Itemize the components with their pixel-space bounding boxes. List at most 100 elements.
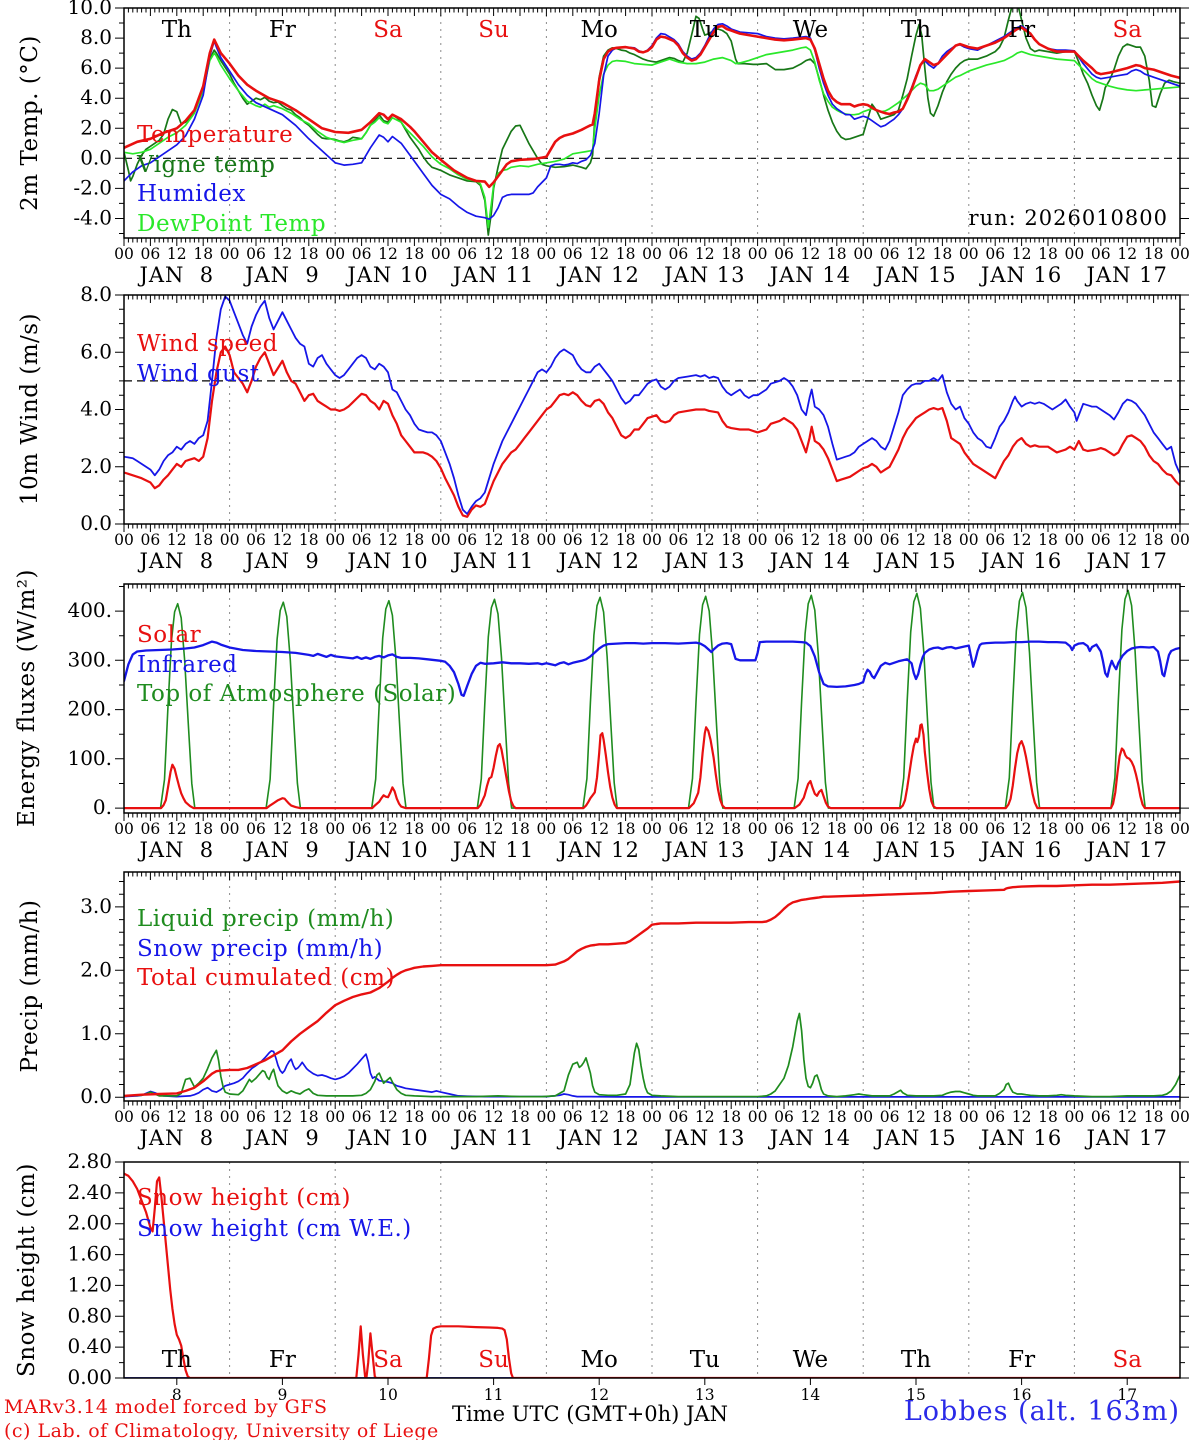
hour-tick-label: 06	[774, 820, 794, 838]
legend-snow-height-we: Snow height (cm W.E.)	[137, 1216, 412, 1242]
hour-tick-label: 12	[378, 820, 398, 838]
hour-tick-label: 12	[273, 1108, 293, 1126]
hour-tick-label: 06	[246, 820, 266, 838]
hour-tick-label: 00	[959, 531, 979, 549]
hour-tick-label: 00	[748, 820, 768, 838]
y-tick-label: 0.0	[80, 511, 112, 535]
day-label: JAN 16	[979, 549, 1062, 573]
hour-tick-label: 06	[1091, 820, 1111, 838]
hour-tick-label: 00	[642, 1108, 662, 1126]
hour-tick-label: 00	[537, 245, 557, 263]
run-label: run: 2026010800	[968, 206, 1168, 230]
hour-tick-label: 06	[774, 531, 794, 549]
panel-snowheight: 0.00 0.40 0.80 1.20 1.60 2.00 2.40 2.80 8 9 10 11 12…	[67, 1149, 1189, 1404]
hour-tick-label: 18	[1144, 820, 1164, 838]
weekday-label: Su	[478, 1347, 509, 1373]
hour-tick-label: 12	[1117, 820, 1137, 838]
y-tick-label: 8.0	[80, 25, 112, 49]
day-label: JAN 13	[662, 838, 745, 862]
hour-tick-label: 06	[669, 245, 689, 263]
hour-tick-label: 00	[748, 1108, 768, 1126]
day-label: JAN 17	[1085, 838, 1168, 862]
hour-tick-label: 00	[114, 531, 134, 549]
hour-tick-label: 12	[1012, 531, 1032, 549]
hour-tick-label: 06	[457, 1108, 477, 1126]
hour-tick-label: 12	[801, 820, 821, 838]
day-label: JAN 12	[557, 549, 640, 573]
hour-tick-label: 00	[431, 1108, 451, 1126]
hour-tick-label: 06	[880, 245, 900, 263]
series-liquid-precip	[124, 1012, 1180, 1098]
hour-tick-label: 00	[642, 820, 662, 838]
weekday-label: Th	[162, 17, 192, 43]
hour-tick-label: 12	[589, 245, 609, 263]
x-axis-title: Time UTC (GMT+0h) JAN	[452, 1402, 728, 1426]
y-tick-label: 0.80	[67, 1303, 112, 1327]
day-label: JAN 14	[768, 263, 851, 287]
hour-tick-label: 00	[853, 820, 873, 838]
hour-tick-label: 00	[325, 245, 345, 263]
series-wind-speed	[124, 345, 1180, 518]
hour-tick-label: 12	[378, 531, 398, 549]
legend-precip-panel: Liquid precip (mm/h) Snow precip (mm/h) …	[137, 905, 395, 994]
y-tick-label: 2.40	[67, 1180, 112, 1204]
series-dewpoint-temp	[124, 46, 1180, 229]
hour-tick-label: 06	[352, 1108, 372, 1126]
hour-tick-label: 00	[325, 820, 345, 838]
weekday-label: Tu	[690, 17, 720, 43]
hour-tick-label: 00	[1170, 820, 1190, 838]
panel-energy: 0. 100. 200. 300. 400. 00 06 12 18 00 06 12 18 00 06 12…	[67, 583, 1190, 862]
hour-tick-label: 18	[405, 245, 425, 263]
y-tick-label: 0.40	[67, 1334, 112, 1358]
series-total-cumulated	[124, 880, 1180, 1098]
hour-tick-label: 18	[827, 531, 847, 549]
day-label: JAN 10	[345, 1126, 428, 1150]
hour-tick-label: 00	[1065, 820, 1085, 838]
day-label: JAN 16	[979, 263, 1062, 287]
y-tick-label: 2.00	[67, 1211, 112, 1235]
legend-solar: Solar	[137, 622, 202, 648]
hour-tick-label: 06	[985, 245, 1005, 263]
hour-tick-label: 06	[669, 531, 689, 549]
y-tick-label: 300.	[67, 647, 112, 671]
y-tick-label: 0.00	[67, 1365, 112, 1389]
day-label: JAN 8	[137, 1126, 214, 1150]
hour-tick-label: 06	[669, 820, 689, 838]
series-solar	[124, 723, 1180, 810]
day-label: JAN 14	[768, 549, 851, 573]
day-label: JAN 9	[243, 263, 320, 287]
panel-frame	[123, 294, 1181, 525]
hour-tick-label: 18	[827, 1108, 847, 1126]
hour-tick-label: 00	[959, 245, 979, 263]
y-tick-label: 400.	[67, 598, 112, 622]
series-vigne-temp	[124, 8, 1180, 236]
y-axis-title-wind: 10m Wind (m/s)	[17, 312, 43, 506]
hour-tick-label: 18	[193, 531, 213, 549]
legend-wind-gust: Wind gust	[137, 360, 260, 387]
y-tick-label: 10.0	[67, 0, 112, 19]
hour-tick-label: 12	[273, 820, 293, 838]
hour-tick-label: 18	[616, 1108, 636, 1126]
y-tick-label: 1.20	[67, 1272, 112, 1296]
day-label: JAN 11	[451, 838, 534, 862]
day-number-label: 12	[589, 1386, 609, 1404]
hour-tick-label: 06	[352, 820, 372, 838]
hour-tick-label: 18	[1038, 820, 1058, 838]
panel-temp2m: -4.0 -2.0 0.0 2.0 4.0 6.0 8.0 10.0 00 06 12 18 00 06 1…	[67, 0, 1189, 287]
hour-tick-label: 00	[853, 245, 873, 263]
panel-precip: 0.0 1.0 2.0 3.0 00 06 12 18 00 06 12 18 00 06 12 18 00 06…	[80, 871, 1190, 1150]
hour-tick-label: 00	[853, 1108, 873, 1126]
y-tick-label: -4.0	[73, 205, 112, 229]
hour-tick-label: 18	[1144, 1108, 1164, 1126]
hour-tick-label: 00	[431, 531, 451, 549]
y-tick-label: 6.0	[80, 55, 112, 79]
hour-tick-label: 06	[352, 531, 372, 549]
y-tick-label: 2.0	[80, 454, 112, 478]
weekday-label: Sa	[1112, 17, 1142, 43]
hour-tick-label: 12	[589, 820, 609, 838]
hour-tick-label: 00	[959, 820, 979, 838]
hour-tick-label: 00	[325, 531, 345, 549]
hour-tick-label: 18	[827, 245, 847, 263]
hour-tick-label: 06	[563, 1108, 583, 1126]
